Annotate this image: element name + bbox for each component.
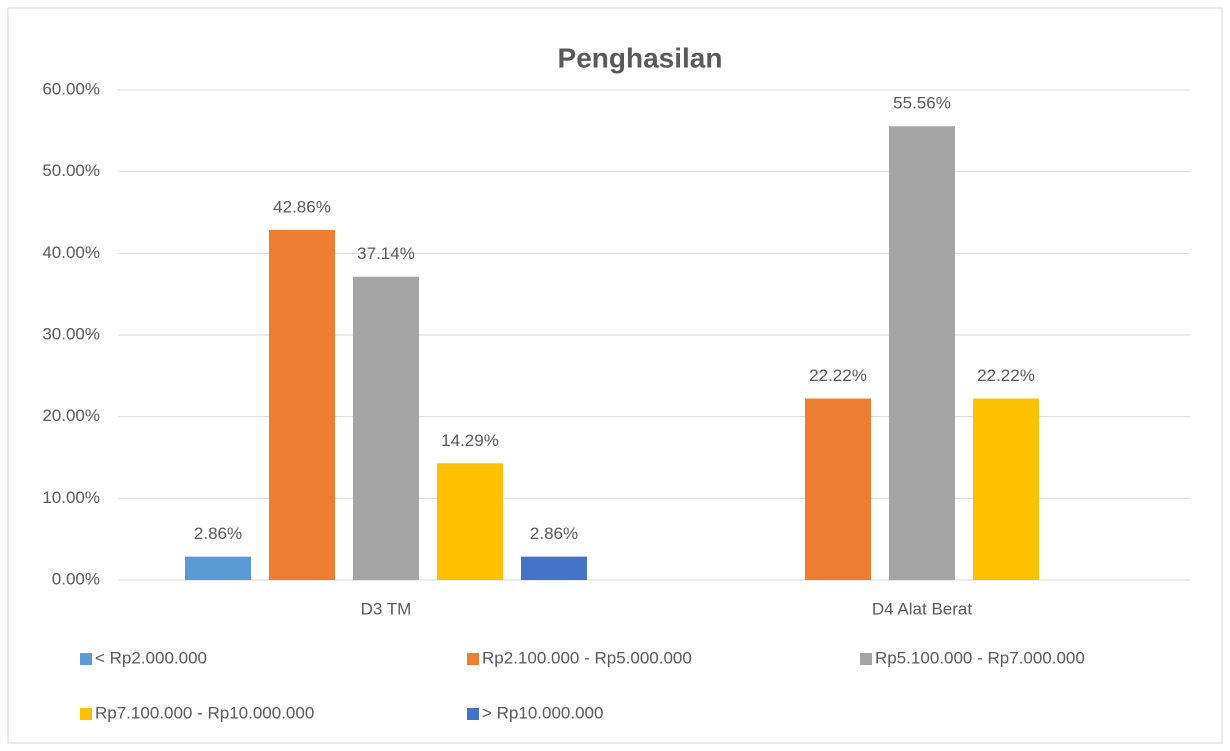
y-tick-label: 10.00% bbox=[42, 488, 100, 507]
y-tick-label: 50.00% bbox=[42, 161, 100, 180]
chart-border bbox=[7, 7, 1223, 744]
data-label: 2.86% bbox=[530, 524, 578, 543]
legend-label: Rp2.100.000 - Rp5.000.000 bbox=[482, 648, 692, 667]
legend-swatch bbox=[80, 708, 92, 720]
bar bbox=[437, 463, 503, 580]
data-label: 22.22% bbox=[977, 366, 1035, 385]
legend-label: Rp5.100.000 - Rp7.000.000 bbox=[875, 648, 1085, 667]
legend-label: > Rp10.000.000 bbox=[482, 703, 603, 722]
bar bbox=[805, 398, 871, 580]
y-tick-label: 30.00% bbox=[42, 324, 100, 343]
data-label: 14.29% bbox=[441, 431, 499, 450]
chart-title: Penghasilan bbox=[558, 42, 723, 73]
legend-swatch bbox=[860, 653, 872, 665]
bar bbox=[185, 556, 251, 580]
legend-swatch bbox=[467, 653, 479, 665]
x-tick-label: D3 TM bbox=[361, 599, 412, 618]
bar bbox=[889, 126, 955, 580]
bar bbox=[353, 276, 419, 580]
legend-label: Rp7.100.000 - Rp10.000.000 bbox=[95, 703, 314, 722]
y-tick-label: 20.00% bbox=[42, 406, 100, 425]
legend-label: < Rp2.000.000 bbox=[95, 648, 207, 667]
legend-swatch bbox=[467, 708, 479, 720]
bar bbox=[269, 229, 335, 580]
legend-swatch bbox=[80, 653, 92, 665]
bar bbox=[973, 398, 1039, 580]
x-tick-label: D4 Alat Berat bbox=[872, 599, 972, 618]
data-label: 55.56% bbox=[893, 94, 951, 113]
y-tick-label: 40.00% bbox=[42, 243, 100, 262]
bar bbox=[521, 556, 587, 580]
y-tick-label: 60.00% bbox=[42, 79, 100, 98]
data-label: 37.14% bbox=[357, 244, 415, 263]
data-label: 22.22% bbox=[809, 366, 867, 385]
data-label: 2.86% bbox=[194, 524, 242, 543]
y-tick-label: 0.00% bbox=[52, 569, 100, 588]
data-label: 42.86% bbox=[273, 197, 331, 216]
